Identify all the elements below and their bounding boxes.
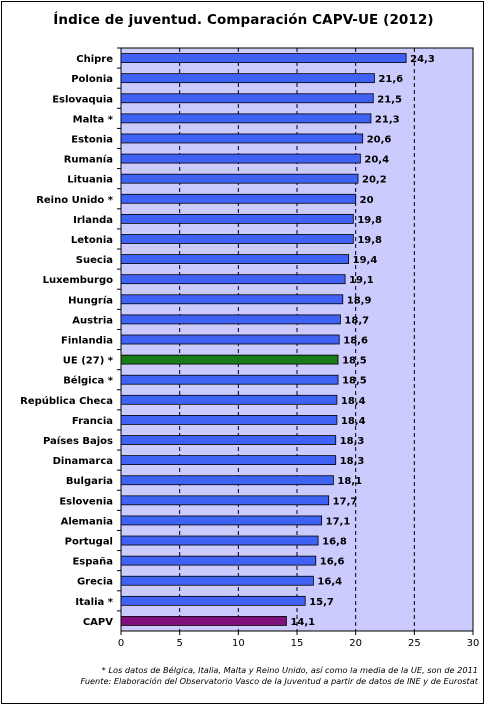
data-label: 16,6 — [320, 557, 345, 568]
category-label: España — [72, 557, 113, 568]
data-label: 18,5 — [342, 356, 367, 367]
category-label: Italia * — [75, 597, 113, 608]
x-tick-label: 15 — [291, 638, 304, 649]
category-label: Francia — [72, 416, 113, 427]
data-label: 17,1 — [326, 516, 351, 527]
data-label: 18,9 — [347, 295, 372, 306]
bar — [120, 616, 287, 626]
category-label: Bulgaria — [66, 476, 113, 487]
x-tick-label: 25 — [408, 638, 421, 649]
x-tick-label: 0 — [118, 638, 124, 649]
category-label: Polonia — [71, 74, 113, 85]
data-label: 18,7 — [344, 315, 369, 326]
bar — [120, 213, 354, 224]
bar — [120, 354, 339, 365]
category-label: Irlanda — [73, 215, 113, 226]
data-label: 20,2 — [362, 175, 387, 186]
bar — [120, 575, 314, 586]
category-label: República Checa — [20, 395, 113, 407]
bar — [120, 193, 357, 204]
category-label: Hungría — [68, 294, 113, 306]
category-label: Suecia — [76, 255, 113, 266]
category-label: Malta * — [73, 114, 114, 125]
category-label: Reino Unido * — [36, 195, 114, 206]
category-label: Dinamarca — [53, 456, 113, 467]
data-label: 20,4 — [364, 155, 389, 166]
data-label: 17,7 — [333, 496, 358, 507]
bar — [120, 274, 346, 285]
footnote-data-years: * Los datos de Bélgica, Italia, Malta y … — [101, 665, 478, 675]
category-label: Eslovenia — [59, 496, 113, 507]
category-label: Portugal — [65, 537, 113, 548]
category-label: Grecia — [77, 577, 113, 588]
bar — [120, 53, 407, 63]
bar — [120, 515, 323, 526]
bar — [120, 294, 344, 305]
bar — [120, 495, 330, 506]
category-label: Países Bajos — [43, 435, 113, 447]
category-label: Bélgica * — [63, 375, 114, 387]
category-label: Luxemburgo — [43, 275, 114, 286]
bar — [120, 93, 374, 104]
bar — [120, 113, 372, 124]
data-label: 24,3 — [410, 54, 435, 65]
category-label: Alemania — [61, 516, 113, 527]
x-tick-label: 20 — [349, 638, 362, 649]
bar — [120, 555, 317, 566]
data-label: 16,8 — [322, 537, 347, 548]
bar — [120, 535, 319, 546]
footnotes: * Los datos de Bélgica, Italia, Malta y … — [0, 665, 478, 687]
category-label: Eslovaquia — [52, 94, 113, 105]
bar — [120, 374, 339, 385]
data-label: 18,6 — [343, 336, 368, 347]
data-label: 18,5 — [342, 376, 367, 387]
x-tick-label: 5 — [176, 638, 182, 649]
data-label: 20,6 — [367, 134, 392, 145]
category-label: CAPV — [83, 617, 113, 628]
category-label: Letonia — [71, 235, 113, 246]
data-label: 18,1 — [337, 476, 362, 487]
bar — [120, 394, 338, 405]
data-label: 19,1 — [349, 275, 374, 286]
bar — [120, 254, 350, 264]
bar — [120, 234, 354, 244]
x-tick-label: 30 — [467, 638, 480, 649]
footnote-source: Fuente: Elaboración del Observatorio Vas… — [80, 676, 478, 686]
data-label: 14,1 — [290, 617, 315, 628]
x-tick-label: 10 — [232, 638, 245, 649]
category-label: UE (27) * — [63, 356, 114, 367]
data-label: 19,4 — [353, 255, 378, 266]
bar — [120, 334, 340, 345]
data-label: 21,5 — [377, 94, 402, 105]
data-label: 18,3 — [340, 456, 365, 467]
category-label: Finlandia — [61, 336, 113, 347]
data-label: 20 — [360, 195, 374, 206]
category-label: Chipre — [76, 54, 113, 65]
bar — [120, 73, 375, 84]
data-label: 18,4 — [341, 396, 366, 407]
category-label: Austria — [72, 315, 113, 326]
data-label: 18,3 — [340, 436, 365, 447]
bar — [120, 133, 364, 144]
bar — [120, 173, 359, 184]
data-label: 18,4 — [341, 416, 366, 427]
data-label: 19,8 — [357, 215, 382, 226]
data-label: 16,4 — [317, 577, 342, 588]
bar — [120, 475, 334, 486]
bar — [120, 595, 306, 606]
bar — [120, 435, 337, 445]
category-label: Lituania — [67, 175, 113, 186]
bar — [120, 314, 341, 325]
category-label: Rumanía — [64, 154, 113, 166]
bar — [120, 415, 338, 425]
data-label: 21,6 — [378, 74, 403, 85]
data-label: 21,3 — [375, 114, 400, 125]
bar — [120, 455, 337, 466]
category-label: Estonia — [71, 134, 113, 145]
bar — [120, 153, 361, 164]
data-label: 15,7 — [309, 597, 334, 608]
data-label: 19,8 — [357, 235, 382, 246]
chart-title: Índice de juventud. Comparación CAPV-UE … — [53, 12, 434, 28]
